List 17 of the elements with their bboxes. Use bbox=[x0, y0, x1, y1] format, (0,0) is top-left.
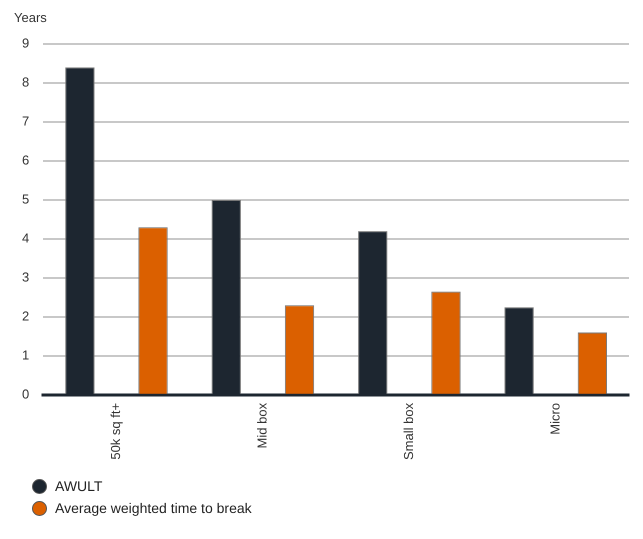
x-tick-label: Small box bbox=[400, 402, 416, 460]
x-tick-label: Mid box bbox=[254, 402, 270, 448]
y-tick-label: 0 bbox=[22, 386, 30, 402]
y-tick-label: 6 bbox=[22, 152, 30, 168]
legend-label: Average weighted time to break bbox=[55, 500, 252, 516]
y-tick-label: 1 bbox=[22, 348, 30, 363]
legend-label: AWULT bbox=[55, 478, 102, 494]
y-tick-label: 8 bbox=[22, 74, 30, 90]
y-tick-label: 7 bbox=[22, 114, 30, 129]
y-tick-label: 3 bbox=[22, 270, 30, 285]
y-tick-label: 2 bbox=[22, 308, 30, 324]
x-tick-label: 50k sq ft+ bbox=[108, 402, 124, 460]
y-tick-label: 9 bbox=[22, 36, 30, 51]
x-tick-label: Micro bbox=[547, 402, 562, 435]
y-axis-title: Years bbox=[14, 10, 48, 26]
y-tick-label: 4 bbox=[22, 230, 30, 246]
y-tick-label: 5 bbox=[22, 192, 30, 207]
